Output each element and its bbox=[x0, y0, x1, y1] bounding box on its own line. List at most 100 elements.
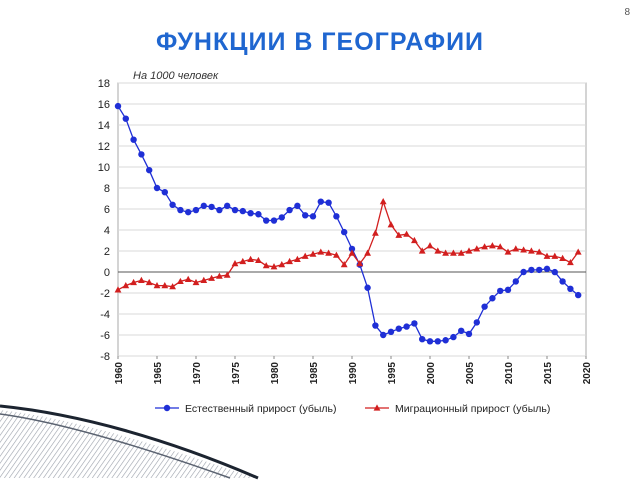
natural-point bbox=[138, 151, 145, 158]
natural-point bbox=[497, 287, 504, 295]
natural-point bbox=[559, 278, 566, 285]
plot-area bbox=[117, 82, 587, 357]
migration-point bbox=[161, 282, 169, 289]
natural-point bbox=[270, 217, 278, 224]
y-tick-label: -4 bbox=[100, 309, 110, 321]
natural-point bbox=[520, 268, 527, 276]
migration-point bbox=[395, 231, 403, 238]
y-tick-label: 6 bbox=[104, 204, 110, 216]
natural-point bbox=[372, 322, 379, 329]
natural-point bbox=[333, 213, 340, 220]
migration-point bbox=[442, 249, 449, 256]
natural-point bbox=[177, 206, 184, 214]
migration-point bbox=[489, 242, 496, 249]
migration-point bbox=[528, 247, 535, 254]
migration-point bbox=[372, 229, 379, 236]
migration-point bbox=[496, 243, 504, 250]
migration-point bbox=[114, 286, 122, 293]
migration-point bbox=[574, 248, 582, 255]
migration-point bbox=[379, 198, 387, 205]
natural-point bbox=[231, 206, 239, 214]
y-tick-label: 10 bbox=[98, 162, 110, 174]
natural-point bbox=[216, 206, 223, 214]
migration-point bbox=[184, 275, 192, 282]
migration-point bbox=[309, 250, 317, 257]
migration-point bbox=[340, 261, 348, 268]
migration-point bbox=[286, 257, 293, 265]
natural-point bbox=[278, 214, 285, 221]
x-tick-label: 1960 bbox=[114, 362, 125, 385]
natural-point bbox=[341, 228, 348, 236]
y-tick-label: 16 bbox=[98, 99, 110, 111]
x-tick-label: 2005 bbox=[465, 362, 476, 385]
y-tick-label: 0 bbox=[104, 267, 110, 279]
natural-point bbox=[543, 265, 551, 273]
chart-container: -8 -6 -4 -2 0 2 4 6 8 10 12 14 16 18 1960 1965 1970 1975 1… bbox=[75, 65, 605, 427]
x-tick-label: 1965 bbox=[153, 362, 164, 385]
natural-point bbox=[309, 213, 317, 220]
natural-point bbox=[551, 268, 558, 276]
x-tick-label: 1970 bbox=[192, 362, 203, 385]
natural-point bbox=[395, 325, 402, 332]
slide-number: 8 bbox=[624, 7, 630, 18]
migration-point bbox=[567, 258, 574, 266]
y-tick-label: 12 bbox=[98, 141, 110, 153]
natural-point bbox=[185, 208, 192, 216]
migration-point bbox=[434, 247, 442, 254]
natural-point bbox=[387, 328, 395, 336]
natural-point bbox=[426, 338, 434, 345]
migration-point bbox=[145, 278, 153, 286]
y-tick-label: 2 bbox=[104, 246, 110, 258]
natural-point bbox=[153, 184, 161, 192]
x-tick-label: 1990 bbox=[348, 362, 359, 385]
migration-point bbox=[239, 257, 247, 265]
natural-point bbox=[263, 217, 270, 224]
migration-point bbox=[231, 260, 239, 267]
migration-point bbox=[333, 251, 340, 258]
natural-point bbox=[146, 166, 153, 174]
natural-point bbox=[255, 211, 262, 218]
natural-point bbox=[512, 278, 519, 285]
migration-point bbox=[153, 282, 161, 289]
x-tick-label: 1980 bbox=[270, 362, 281, 385]
legend-migration-label: Миграционный прирост (убыль) bbox=[395, 403, 550, 415]
decorative-swoosh bbox=[0, 404, 259, 480]
migration-point bbox=[481, 243, 488, 250]
migration-point bbox=[169, 283, 176, 290]
natural-point bbox=[411, 320, 418, 327]
natural-point bbox=[504, 286, 512, 294]
natural-point bbox=[169, 201, 176, 208]
natural-point bbox=[302, 212, 309, 219]
y-tick-label: 14 bbox=[98, 120, 110, 132]
migration-point bbox=[216, 272, 223, 279]
natural-point bbox=[208, 203, 215, 211]
migration-point bbox=[348, 249, 356, 256]
migration-point bbox=[356, 260, 364, 267]
natural-point bbox=[528, 266, 535, 274]
migration-point bbox=[177, 277, 184, 285]
migration-point bbox=[559, 254, 566, 261]
migration-point bbox=[130, 278, 137, 286]
x-tick-label: 1985 bbox=[309, 362, 320, 385]
legend-migration-marker bbox=[373, 404, 381, 411]
migration-point bbox=[200, 276, 208, 283]
natural-point bbox=[364, 284, 371, 291]
natural-point bbox=[458, 327, 465, 334]
natural-point bbox=[286, 206, 293, 214]
y-tick-label: 18 bbox=[98, 78, 110, 90]
natural-point bbox=[403, 323, 410, 330]
migration-point bbox=[122, 282, 130, 289]
natural-point bbox=[419, 336, 426, 343]
natural-point bbox=[536, 266, 543, 274]
y-tick-label: 8 bbox=[104, 183, 110, 195]
natural-point bbox=[434, 338, 441, 345]
legend-natural-marker bbox=[163, 404, 171, 412]
natural-point bbox=[192, 206, 200, 214]
migration-point bbox=[223, 271, 231, 278]
migration-point bbox=[535, 248, 543, 255]
x-tick-label: 1995 bbox=[387, 362, 398, 385]
line-chart: -8 -6 -4 -2 0 2 4 6 8 10 12 14 16 18 1960 1965 1970 1975 1… bbox=[98, 70, 593, 415]
migration-point bbox=[551, 252, 559, 259]
migration-point bbox=[278, 261, 286, 268]
migration-point bbox=[520, 246, 527, 253]
